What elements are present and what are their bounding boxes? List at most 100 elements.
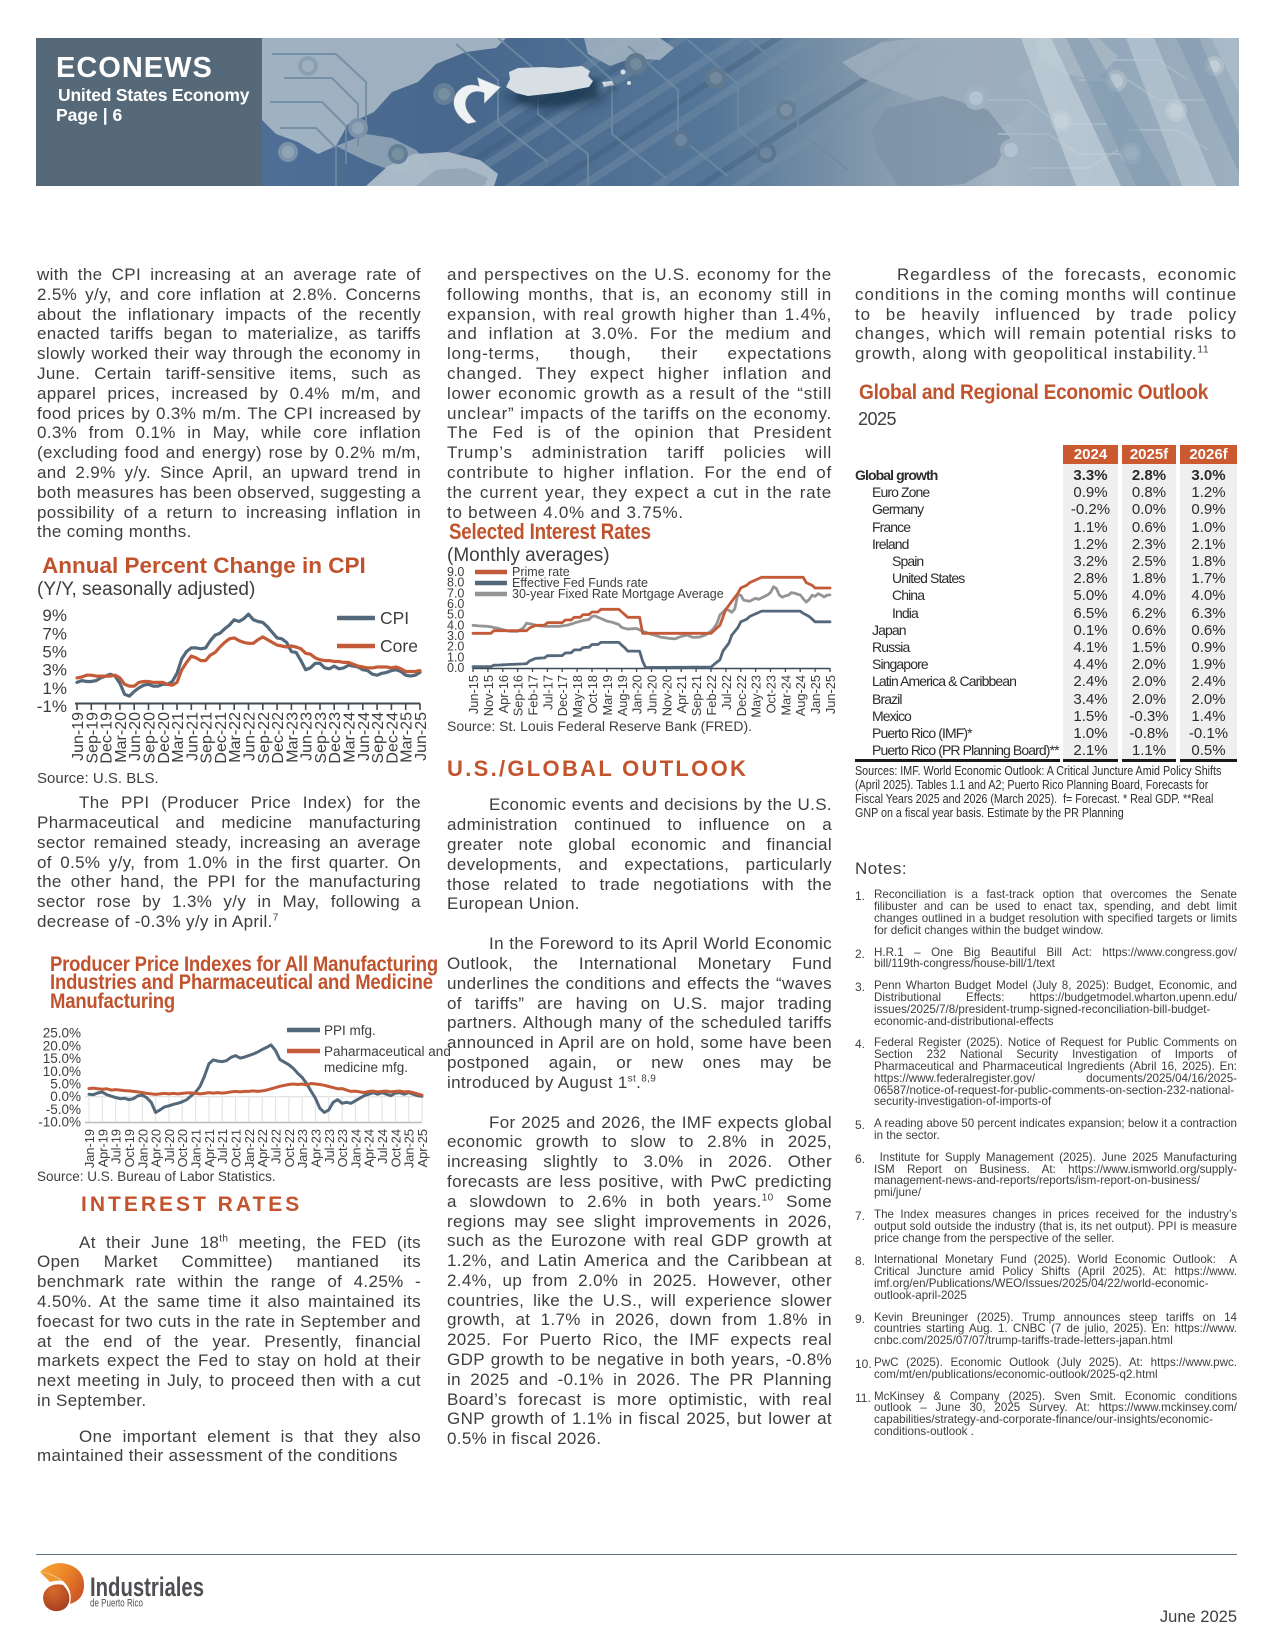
svg-text:Dec-21: Dec-21 — [213, 712, 230, 764]
svg-text:Aug-24: Aug-24 — [793, 675, 808, 716]
svg-text:-5.0%: -5.0% — [46, 1101, 81, 1116]
svg-text:Sep-19: Sep-19 — [84, 712, 101, 764]
svg-text:25.0%: 25.0% — [43, 1025, 81, 1040]
svg-text:Apr-20: Apr-20 — [149, 1129, 164, 1167]
svg-text:Jan-23: Jan-23 — [295, 1129, 310, 1168]
svg-text:Sep-16: Sep-16 — [511, 675, 526, 716]
svg-text:-1%: -1% — [37, 697, 67, 716]
svg-text:Jan-22: Jan-22 — [242, 1129, 257, 1168]
svg-text:Jun-20: Jun-20 — [127, 712, 144, 761]
svg-text:Oct-23: Oct-23 — [335, 1129, 350, 1167]
svg-text:Sep-21: Sep-21 — [689, 675, 704, 716]
svg-text:Apr-22: Apr-22 — [255, 1129, 270, 1167]
svg-text:7%: 7% — [42, 624, 67, 643]
svg-text:Oct-19: Oct-19 — [122, 1129, 137, 1167]
svg-text:15.0%: 15.0% — [43, 1051, 81, 1066]
svg-text:Core: Core — [380, 636, 418, 656]
svg-text:Jan-20: Jan-20 — [135, 1129, 150, 1168]
svg-text:de Puerto Rico: de Puerto Rico — [90, 1598, 143, 1610]
svg-text:May-23: May-23 — [749, 675, 764, 718]
svg-text:Sep-24: Sep-24 — [370, 712, 387, 764]
svg-text:20.0%: 20.0% — [43, 1038, 81, 1053]
svg-text:Dec-23: Dec-23 — [327, 712, 344, 764]
svg-text:Jan-25: Jan-25 — [808, 675, 823, 714]
svg-text:Jun-15: Jun-15 — [466, 675, 481, 714]
svg-text:Apr-19: Apr-19 — [95, 1129, 110, 1167]
svg-text:Apr-23: Apr-23 — [308, 1129, 323, 1167]
svg-text:4.0: 4.0 — [447, 619, 464, 633]
svg-text:Oct-23: Oct-23 — [764, 675, 779, 713]
svg-text:Dec-22: Dec-22 — [734, 675, 749, 716]
svg-text:Sep-23: Sep-23 — [313, 712, 330, 764]
svg-text:3%: 3% — [42, 661, 67, 680]
svg-text:3.0: 3.0 — [447, 629, 464, 643]
svg-text:Sep-22: Sep-22 — [256, 712, 273, 764]
svg-text:CPI: CPI — [380, 608, 409, 628]
svg-text:8.0: 8.0 — [447, 576, 464, 590]
svg-text:2.0: 2.0 — [447, 640, 464, 654]
svg-text:Jul-17: Jul-17 — [540, 675, 555, 710]
svg-text:Oct-21: Oct-21 — [229, 1129, 244, 1167]
svg-text:Sep-21: Sep-21 — [199, 712, 216, 764]
svg-text:Feb-17: Feb-17 — [526, 675, 541, 716]
svg-text:5.0%: 5.0% — [50, 1076, 81, 1091]
svg-text:Mar-24: Mar-24 — [342, 712, 359, 763]
svg-text:Jan-20: Jan-20 — [630, 675, 645, 714]
svg-text:5%: 5% — [42, 643, 67, 662]
svg-text:Dec-19: Dec-19 — [99, 712, 116, 764]
svg-text:Oct-18: Oct-18 — [585, 675, 600, 713]
svg-text:Jul-19: Jul-19 — [109, 1129, 124, 1164]
svg-text:Mar-24: Mar-24 — [778, 675, 793, 716]
svg-text:Effective Fed Funds rate: Effective Fed Funds rate — [512, 576, 648, 590]
svg-text:Apr-16: Apr-16 — [496, 675, 511, 713]
svg-text:Jun-25: Jun-25 — [413, 712, 430, 761]
svg-text:30-year Fixed Rate Mortgage Av: 30-year Fixed Rate Mortgage Average — [512, 587, 724, 601]
svg-text:9.0: 9.0 — [447, 565, 464, 579]
svg-text:Jul-21: Jul-21 — [215, 1129, 230, 1164]
svg-text:Jan-21: Jan-21 — [189, 1129, 204, 1168]
svg-text:Oct-22: Oct-22 — [282, 1129, 297, 1167]
svg-text:Jun-22: Jun-22 — [242, 712, 259, 761]
svg-text:0.0%: 0.0% — [50, 1089, 81, 1104]
svg-text:Apr-21: Apr-21 — [202, 1129, 217, 1167]
svg-text:Jun-25: Jun-25 — [823, 675, 838, 714]
svg-text:Apr-25: Apr-25 — [415, 1129, 430, 1167]
svg-text:7.0: 7.0 — [447, 587, 464, 601]
svg-text:May-18: May-18 — [570, 675, 585, 718]
svg-text:Jun-19: Jun-19 — [70, 712, 87, 761]
svg-text:Dec-20: Dec-20 — [156, 712, 173, 764]
svg-text:1.0: 1.0 — [447, 651, 464, 665]
svg-text:Apr-21: Apr-21 — [674, 675, 689, 713]
svg-text:Jun-23: Jun-23 — [299, 712, 316, 761]
svg-text:Mar-19: Mar-19 — [600, 675, 615, 716]
svg-text:Nov-20: Nov-20 — [659, 675, 674, 716]
svg-text:Nov-15: Nov-15 — [481, 675, 496, 716]
svg-text:Aug-19: Aug-19 — [615, 675, 630, 716]
svg-text:Dec-24: Dec-24 — [384, 712, 401, 764]
svg-text:Jul-24: Jul-24 — [375, 1129, 390, 1164]
svg-text:Mar-20: Mar-20 — [113, 712, 130, 763]
svg-text:Industriales: Industriales — [90, 1572, 204, 1602]
svg-text:-10.0%: -10.0% — [38, 1114, 81, 1129]
svg-text:Mar-22: Mar-22 — [227, 712, 244, 763]
svg-text:Sep-20: Sep-20 — [142, 712, 159, 764]
svg-text:Jan-19: Jan-19 — [82, 1129, 97, 1168]
svg-text:0.0: 0.0 — [447, 661, 464, 675]
svg-text:Jan-25: Jan-25 — [402, 1129, 417, 1168]
svg-text:Jul-23: Jul-23 — [322, 1129, 337, 1164]
svg-text:Jun-21: Jun-21 — [184, 712, 201, 761]
svg-text:Prime rate: Prime rate — [512, 565, 570, 579]
svg-text:PPI mfg.: PPI mfg. — [324, 1023, 376, 1038]
svg-text:Mar-23: Mar-23 — [284, 712, 301, 763]
svg-text:Dec-22: Dec-22 — [270, 712, 287, 764]
svg-text:Jun-24: Jun-24 — [356, 712, 373, 761]
svg-text:Mar-25: Mar-25 — [399, 712, 416, 763]
svg-text:Mar-21: Mar-21 — [170, 712, 187, 763]
svg-text:5.0: 5.0 — [447, 608, 464, 622]
svg-text:Jul-20: Jul-20 — [162, 1129, 177, 1164]
svg-text:Jan-24: Jan-24 — [348, 1129, 363, 1168]
svg-text:Jul-22: Jul-22 — [269, 1129, 284, 1164]
svg-text:9%: 9% — [42, 606, 67, 625]
svg-text:Jul-22: Jul-22 — [719, 675, 734, 710]
svg-text:Feb-22: Feb-22 — [704, 675, 719, 716]
